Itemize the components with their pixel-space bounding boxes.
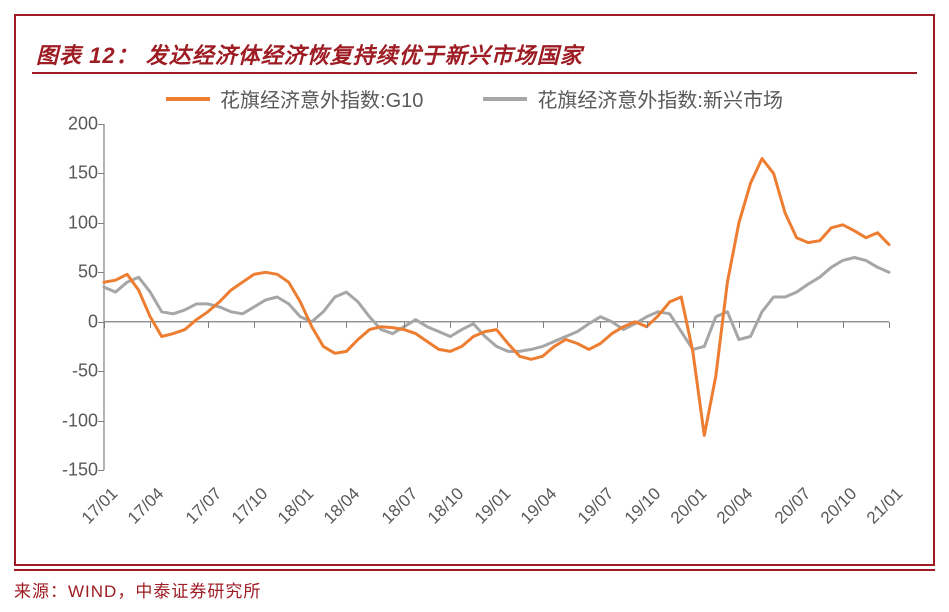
title-bar: 图表 12： 发达经济体经济恢复持续优于新兴市场国家	[32, 38, 917, 74]
y-tick-label: -100	[54, 410, 104, 431]
legend-swatch-em	[483, 97, 527, 101]
y-tick-label: 100	[54, 212, 104, 233]
y-tick-label: 200	[54, 114, 104, 135]
y-tick-label: 50	[54, 262, 104, 283]
legend-label-g10: 花旗经济意外指数:G10	[220, 84, 423, 113]
chart-frame: 图表 12： 发达经济体经济恢复持续优于新兴市场国家 花旗经济意外指数:G10 …	[14, 14, 935, 566]
source-line: 来源：WIND，中泰证券研究所	[14, 569, 935, 602]
chart-svg	[46, 116, 903, 544]
legend-item-em: 花旗经济意外指数:新兴市场	[483, 84, 783, 113]
y-tick-label: 0	[54, 311, 104, 332]
chart-title: 图表 12： 发达经济体经济恢复持续优于新兴市场国家	[32, 38, 917, 70]
legend: 花旗经济意外指数:G10 花旗经济意外指数:新兴市场	[16, 84, 933, 113]
chart-plot-area: -150-100-5005010015020017/0117/0417/0717…	[46, 116, 903, 544]
y-tick-label: 150	[54, 163, 104, 184]
y-tick-label: -150	[54, 460, 104, 481]
legend-item-g10: 花旗经济意外指数:G10	[166, 84, 423, 113]
legend-label-em: 花旗经济意外指数:新兴市场	[537, 84, 783, 113]
y-tick-label: -50	[54, 361, 104, 382]
legend-swatch-g10	[166, 97, 210, 101]
